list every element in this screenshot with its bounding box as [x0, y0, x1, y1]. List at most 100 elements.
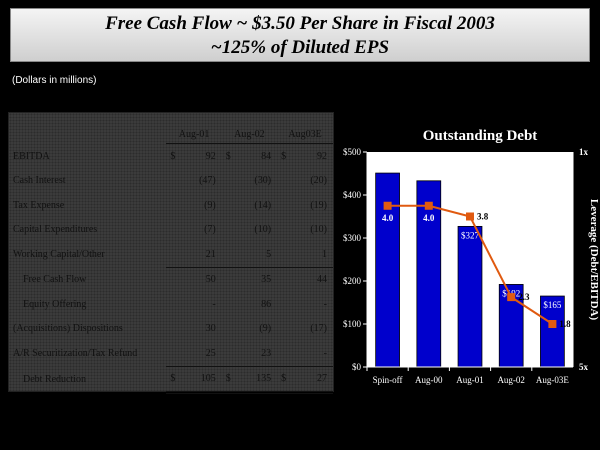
cell-value: (10): [254, 224, 272, 236]
cell-value: 30: [205, 323, 216, 335]
row-label: Cash Interest: [13, 175, 66, 187]
y-tick-label: $100: [343, 319, 362, 329]
leverage-marker: [466, 212, 474, 221]
cell: $84: [222, 144, 277, 169]
cell-value: 23: [221, 341, 278, 367]
cell-value: 25: [166, 341, 222, 367]
chart-title: Outstanding Debt: [423, 128, 538, 144]
leverage-value-label: 2.3: [518, 292, 530, 302]
cell-value: (9): [204, 199, 216, 211]
y-tick-label: $300: [343, 233, 362, 243]
cell: $92: [166, 144, 221, 169]
cell-value: 1: [277, 242, 333, 268]
cell-value: 135: [256, 373, 272, 385]
table-row: A/R Securitization/Tax Refund 25 23 -: [9, 341, 333, 367]
debt-chart: Outstanding Debt $0 $100 $200 $300 $400 $500 1x…: [330, 118, 600, 418]
leverage-marker: [507, 293, 516, 302]
leverage-marker: [548, 320, 557, 328]
cash-flow-table: Aug-01 Aug-02 Aug03E EBITDA $92 $84 $92 …: [9, 125, 333, 394]
cash-flow-panel: Aug-01 Aug-02 Aug03E EBITDA $92 $84 $92 …: [8, 112, 334, 394]
title-line-2: ~125% of Diluted EPS: [210, 37, 390, 58]
table-row: (Acquisitions) Dispositions 30 (9) (17): [9, 317, 333, 342]
x-tick-label: Aug-00: [415, 375, 443, 385]
cell-value: (7): [204, 224, 216, 236]
row-label: Working Capital/Other: [13, 249, 105, 260]
cell-value: 105: [200, 373, 216, 385]
cell-value: (47): [199, 175, 216, 187]
currency-sign: $: [281, 373, 287, 385]
cell-value: 21: [166, 242, 222, 268]
cell-value: (19): [310, 199, 327, 211]
currency-sign: $: [225, 150, 231, 162]
table-header-row: Aug-01 Aug-02 Aug03E: [9, 125, 333, 144]
row-label: Free Cash Flow: [23, 274, 87, 285]
table-row: Working Capital/Other 21 5 1: [9, 242, 333, 268]
cell-value: 44: [317, 274, 327, 286]
row-label: Equity Offering: [23, 298, 87, 310]
cell-value: -: [323, 298, 327, 310]
leverage-value-label: 4.0: [423, 213, 435, 223]
title-banner: Free Cash Flow ~ $3.50 Per Share in Fisc…: [10, 8, 590, 62]
cell: $105: [166, 366, 222, 394]
x-tick-label: Aug-03E: [536, 375, 569, 385]
bar-value-label: $451: [379, 158, 397, 168]
row-label: (Acquisitions) Dispositions: [13, 323, 123, 335]
leverage-marker: [424, 201, 433, 210]
cell-value: (17): [310, 323, 327, 335]
title-line-1: Free Cash Flow ~ $3.50 Per Share in Fisc…: [105, 13, 495, 34]
x-tick-label: Spin-off: [373, 375, 403, 385]
cell-value: 92: [317, 150, 327, 162]
table-row: Capital Expenditures (7) (10) (10): [9, 218, 333, 243]
leverage-value-label: 3.8: [477, 212, 489, 222]
y2-axis-label: Leverage (Debt/EBITDA): [588, 199, 600, 321]
cell-value: 86: [261, 298, 272, 310]
row-label: Capital Expenditures: [13, 224, 98, 236]
row-label: Debt Reduction: [23, 373, 87, 385]
y-tick-label: $200: [343, 276, 362, 286]
cell: $92: [277, 144, 333, 169]
table-row: EBITDA $92 $84 $92: [9, 144, 333, 169]
col-header: Aug-01: [166, 125, 222, 144]
cell-value: (10): [310, 224, 327, 236]
x-tick-label: Aug-01: [456, 375, 484, 385]
currency-sign: $: [170, 150, 176, 162]
y-tick-label: $0: [352, 362, 362, 372]
cell-value: 35: [261, 274, 272, 286]
cell-value: -: [212, 298, 216, 310]
bar-value-label: $165: [543, 300, 562, 310]
bar-value-label: $433: [420, 166, 439, 176]
y-tick-label: $500: [343, 147, 362, 157]
row-label: EBITDA: [13, 150, 50, 162]
leverage-value-label: 1.8: [559, 319, 571, 329]
leverage-marker: [383, 201, 392, 210]
cell-value: (14): [254, 199, 272, 211]
row-label: A/R Securitization/Tax Refund: [13, 348, 138, 359]
cell: $135: [221, 366, 278, 394]
debt-chart-svg: Outstanding Debt $0 $100 $200 $300 $400 $500 1x…: [343, 128, 600, 385]
cell-value: 5: [221, 242, 278, 268]
currency-sign: $: [170, 373, 176, 385]
currency-sign: $: [225, 373, 231, 385]
col-header: Aug03E: [277, 125, 333, 144]
row-label: Tax Expense: [13, 199, 65, 211]
col-header: Aug-02: [221, 125, 278, 144]
debt-bar: [457, 225, 483, 368]
cell: $27: [277, 366, 333, 394]
table-row: Free Cash Flow 50 35 44: [9, 267, 333, 292]
x-tick-label: Aug-02: [497, 375, 525, 385]
cell-value: (30): [254, 175, 272, 187]
cell-value: -: [277, 341, 333, 367]
cell-value: (9): [259, 323, 272, 335]
cell-value: 84: [261, 150, 272, 162]
currency-sign: $: [281, 150, 287, 162]
y-tick-label: $400: [343, 190, 362, 200]
bar-value-label: $327: [461, 230, 480, 240]
table-row: Tax Expense (9) (14) (19): [9, 193, 333, 218]
leverage-value-label: 4.0: [382, 213, 394, 223]
table-row: Debt Reduction $105 $135 $27: [9, 366, 333, 394]
table-row: Cash Interest (47) (30) (20): [9, 169, 333, 194]
cell-value: 50: [205, 274, 216, 286]
units-note: (Dollars in millions): [12, 75, 97, 86]
table-row: Equity Offering - 86 -: [9, 292, 333, 317]
cell-value: 92: [205, 150, 216, 162]
